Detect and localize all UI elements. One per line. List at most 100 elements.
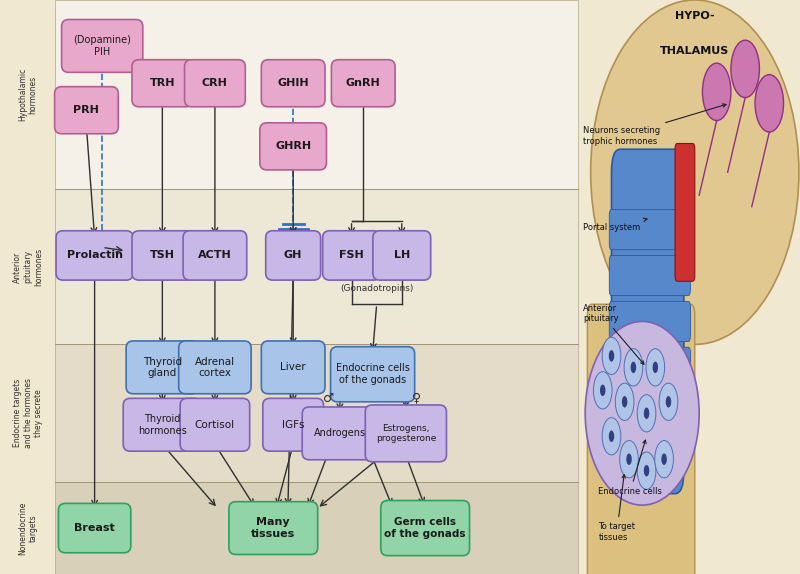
Ellipse shape bbox=[662, 453, 667, 465]
FancyBboxPatch shape bbox=[302, 407, 378, 460]
FancyBboxPatch shape bbox=[178, 341, 251, 394]
Ellipse shape bbox=[622, 396, 627, 408]
Ellipse shape bbox=[654, 441, 674, 478]
Text: Endocrine targets
and the hormones
they secrete: Endocrine targets and the hormones they … bbox=[13, 378, 43, 448]
FancyBboxPatch shape bbox=[381, 501, 470, 556]
Ellipse shape bbox=[666, 396, 671, 408]
Ellipse shape bbox=[600, 385, 606, 396]
Ellipse shape bbox=[624, 349, 642, 386]
FancyBboxPatch shape bbox=[55, 189, 578, 344]
FancyBboxPatch shape bbox=[260, 123, 326, 170]
FancyBboxPatch shape bbox=[62, 20, 142, 72]
Ellipse shape bbox=[602, 337, 621, 374]
Text: GH: GH bbox=[284, 250, 302, 261]
FancyBboxPatch shape bbox=[373, 231, 430, 280]
Text: Endocrine cells
of the gonads: Endocrine cells of the gonads bbox=[336, 363, 410, 385]
Text: Many
tissues: Many tissues bbox=[251, 517, 295, 539]
Text: THALAMUS: THALAMUS bbox=[660, 46, 730, 56]
Text: (Gonadotropins): (Gonadotropins) bbox=[340, 284, 414, 293]
FancyBboxPatch shape bbox=[132, 231, 193, 280]
Text: PRH: PRH bbox=[74, 105, 99, 115]
Ellipse shape bbox=[653, 362, 658, 373]
Ellipse shape bbox=[626, 453, 632, 465]
Text: (Dopamine)
PIH: (Dopamine) PIH bbox=[74, 35, 131, 57]
Text: Anterior
pituitary
hormones: Anterior pituitary hormones bbox=[13, 248, 43, 286]
Text: Thyroid
hormones: Thyroid hormones bbox=[138, 414, 186, 436]
FancyBboxPatch shape bbox=[262, 341, 325, 394]
Ellipse shape bbox=[585, 321, 699, 505]
FancyBboxPatch shape bbox=[330, 347, 414, 402]
FancyBboxPatch shape bbox=[262, 60, 325, 107]
Text: ACTH: ACTH bbox=[198, 250, 232, 261]
Text: Thyroid
gland: Thyroid gland bbox=[142, 356, 182, 378]
Text: IGFs: IGFs bbox=[282, 420, 305, 430]
Text: Breast: Breast bbox=[74, 523, 115, 533]
Ellipse shape bbox=[602, 418, 621, 455]
Text: To target
tissues: To target tissues bbox=[598, 475, 635, 541]
Ellipse shape bbox=[702, 63, 731, 121]
FancyBboxPatch shape bbox=[55, 344, 578, 482]
Text: Liver: Liver bbox=[280, 362, 306, 373]
Text: Adrenal
cortex: Adrenal cortex bbox=[195, 356, 235, 378]
FancyBboxPatch shape bbox=[55, 482, 578, 574]
Ellipse shape bbox=[609, 350, 614, 362]
FancyBboxPatch shape bbox=[610, 393, 690, 433]
Text: Endocrine cells: Endocrine cells bbox=[598, 440, 662, 495]
Text: GHRH: GHRH bbox=[275, 141, 311, 152]
FancyBboxPatch shape bbox=[180, 398, 250, 451]
Ellipse shape bbox=[594, 372, 612, 409]
FancyBboxPatch shape bbox=[322, 231, 381, 280]
FancyBboxPatch shape bbox=[675, 144, 694, 281]
Ellipse shape bbox=[644, 465, 650, 476]
Text: TRH: TRH bbox=[150, 78, 175, 88]
Text: Androgens: Androgens bbox=[314, 428, 366, 439]
Text: FSH: FSH bbox=[339, 250, 364, 261]
Text: Cortisol: Cortisol bbox=[195, 420, 235, 430]
FancyBboxPatch shape bbox=[610, 301, 690, 342]
Ellipse shape bbox=[646, 349, 665, 386]
FancyBboxPatch shape bbox=[366, 405, 446, 461]
Text: Germ cells
of the gonads: Germ cells of the gonads bbox=[385, 517, 466, 539]
Ellipse shape bbox=[609, 430, 614, 442]
FancyBboxPatch shape bbox=[123, 398, 202, 451]
Ellipse shape bbox=[638, 452, 656, 489]
Ellipse shape bbox=[590, 0, 799, 344]
FancyBboxPatch shape bbox=[183, 231, 246, 280]
FancyBboxPatch shape bbox=[587, 304, 694, 574]
FancyBboxPatch shape bbox=[54, 87, 118, 134]
Text: ♂: ♂ bbox=[322, 392, 334, 405]
FancyBboxPatch shape bbox=[611, 149, 684, 494]
Ellipse shape bbox=[755, 75, 783, 132]
Ellipse shape bbox=[659, 383, 678, 421]
FancyBboxPatch shape bbox=[610, 210, 690, 250]
Text: TSH: TSH bbox=[150, 250, 175, 261]
Text: Hypothalamic
hormones: Hypothalamic hormones bbox=[18, 68, 38, 121]
Ellipse shape bbox=[615, 383, 634, 421]
Text: Neurons secreting
trophic hormones: Neurons secreting trophic hormones bbox=[583, 104, 726, 145]
Text: Prolactin: Prolactin bbox=[66, 250, 122, 261]
FancyBboxPatch shape bbox=[126, 341, 198, 394]
Text: CRH: CRH bbox=[202, 78, 228, 88]
Text: ♀: ♀ bbox=[412, 392, 421, 405]
FancyBboxPatch shape bbox=[266, 231, 321, 280]
Ellipse shape bbox=[731, 40, 759, 98]
Text: GHIH: GHIH bbox=[278, 78, 309, 88]
FancyBboxPatch shape bbox=[610, 347, 690, 387]
FancyBboxPatch shape bbox=[58, 503, 131, 553]
Ellipse shape bbox=[638, 395, 656, 432]
FancyBboxPatch shape bbox=[331, 60, 395, 107]
FancyBboxPatch shape bbox=[185, 60, 246, 107]
FancyBboxPatch shape bbox=[56, 231, 133, 280]
Text: HYPO-: HYPO- bbox=[675, 11, 714, 21]
FancyBboxPatch shape bbox=[132, 60, 193, 107]
Text: GnRH: GnRH bbox=[346, 78, 381, 88]
FancyBboxPatch shape bbox=[229, 502, 318, 554]
Ellipse shape bbox=[630, 362, 636, 373]
Text: Anterior
pituitary: Anterior pituitary bbox=[583, 304, 644, 364]
FancyBboxPatch shape bbox=[55, 0, 578, 189]
Text: Nonendocrine
targets: Nonendocrine targets bbox=[18, 502, 38, 554]
Ellipse shape bbox=[644, 408, 650, 419]
Ellipse shape bbox=[620, 441, 638, 478]
Text: Estrogens,
progesterone: Estrogens, progesterone bbox=[376, 424, 436, 443]
FancyBboxPatch shape bbox=[610, 255, 690, 296]
